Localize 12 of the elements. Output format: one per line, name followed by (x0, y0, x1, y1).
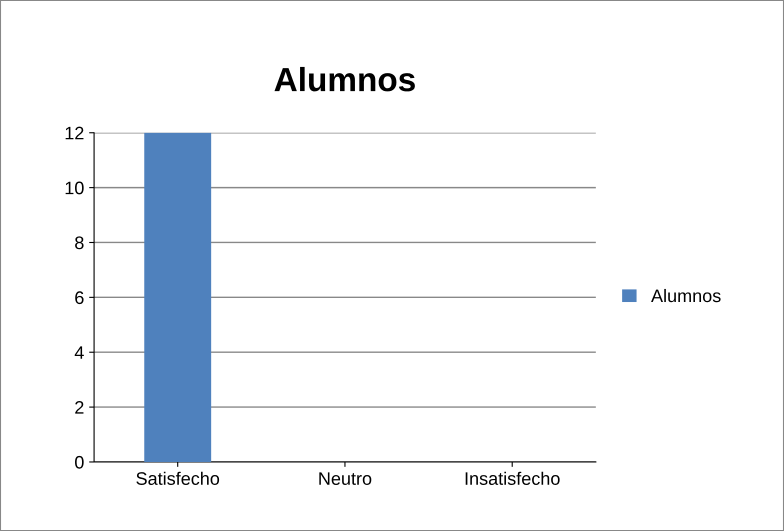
legend-label: Alumnos (651, 288, 721, 302)
y-tick-label: 6 (75, 291, 84, 304)
y-tick-label: 10 (66, 182, 84, 194)
y-tick-label: 4 (74, 346, 84, 359)
y-tick-label: 8 (75, 236, 84, 250)
y-tick-label: 0 (75, 456, 84, 469)
chart-title: Alumnos (274, 66, 415, 92)
x-tick-label: Satisfecho (136, 472, 220, 485)
y-tick-label: 2 (75, 401, 84, 414)
x-tick-label: Neutro (319, 472, 372, 485)
y-tick-label: 12 (66, 126, 84, 140)
x-tick-label: Insatisfecho (466, 472, 560, 485)
